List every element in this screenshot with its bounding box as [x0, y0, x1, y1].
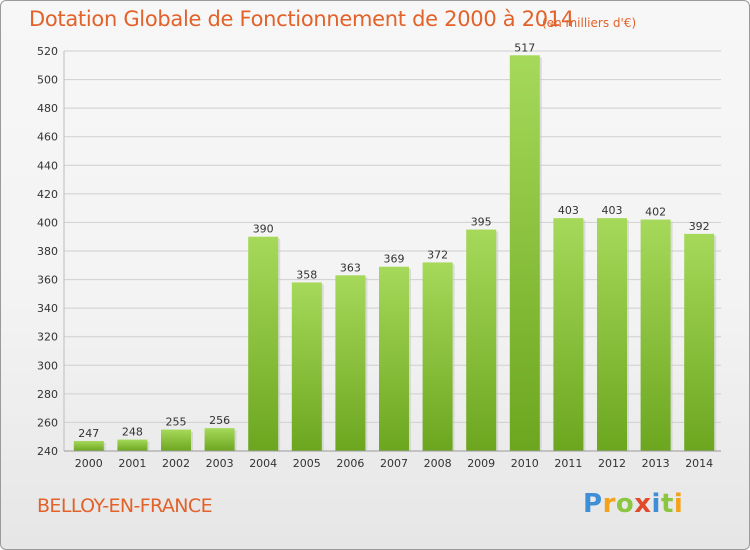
bar-value-label: 363: [340, 261, 361, 274]
logo-letter: r: [602, 489, 616, 519]
bar: [291, 282, 322, 451]
y-tick-label: 480: [37, 102, 58, 115]
logo-letter: P: [583, 489, 603, 519]
x-tick-label: 2012: [598, 457, 626, 470]
bar: [684, 233, 715, 451]
bar-value-label: 517: [514, 41, 535, 54]
bar-value-label: 247: [78, 427, 99, 440]
y-axis: 240 260 280 300 320 340 360 380 400 420 440 460 480 5…: [37, 45, 65, 458]
x-tick-label: 2011: [554, 457, 582, 470]
bar-value-label: 390: [253, 223, 274, 236]
y-tick-label: 360: [37, 274, 58, 287]
x-tick-label: 2007: [380, 457, 408, 470]
bar-value-label: 372: [427, 248, 448, 261]
x-tick-label: 2001: [118, 457, 146, 470]
x-tick-label: 2008: [424, 457, 452, 470]
bar-value-label: 395: [471, 216, 492, 229]
x-tick-label: 2010: [511, 457, 539, 470]
bar-value-label: 403: [602, 204, 623, 217]
logo-letter: x: [634, 489, 652, 519]
x-tick-label: 2006: [336, 457, 364, 470]
bar-value-label: 392: [689, 220, 710, 233]
commune-name: BELLOY-EN-FRANCE: [37, 495, 213, 517]
y-tick-label: 520: [37, 45, 58, 58]
bar-value-label: 369: [384, 253, 405, 266]
bar: [597, 218, 627, 451]
bar-value-label: 403: [558, 204, 579, 217]
bar: [161, 429, 191, 451]
logo-letter: i: [673, 489, 684, 519]
proxiti-logo[interactable]: Proxiti: [583, 489, 683, 519]
bars: 247 248 255 256 390 358 363 369 372 395 517 403 403 4…: [73, 41, 717, 452]
x-tick-label: 2004: [249, 457, 277, 470]
bar: [553, 218, 584, 451]
y-tick-label: 380: [37, 245, 58, 258]
y-tick-label: 300: [37, 359, 58, 372]
x-axis: 2000 2001 2002 2003 2004 2005 2006 2007 2008 2009…: [64, 450, 721, 470]
x-tick-label: 2014: [685, 457, 713, 470]
bar-value-label: 256: [209, 414, 230, 427]
bar-value-label: 255: [166, 416, 187, 429]
bar-value-label: 358: [296, 268, 317, 281]
y-tick-label: 420: [37, 188, 58, 201]
chart-title: Dotation Globale de Fonctionnement de 20…: [29, 7, 574, 31]
x-tick-label: 2009: [467, 457, 495, 470]
logo-letter: o: [615, 489, 635, 519]
bar: [73, 441, 104, 451]
y-tick-label: 340: [37, 302, 58, 315]
bar-value-label: 402: [645, 206, 666, 219]
y-tick-label: 400: [37, 216, 58, 229]
y-tick-label: 500: [37, 74, 58, 87]
y-tick-label: 260: [37, 416, 58, 429]
bar-value-label: 248: [122, 426, 143, 439]
x-tick-label: 2013: [642, 457, 670, 470]
x-tick-label: 2005: [293, 457, 321, 470]
y-tick-label: 280: [37, 388, 58, 401]
logo-letter: i: [651, 489, 661, 519]
bar: [335, 275, 366, 451]
x-tick-label: 2002: [162, 457, 190, 470]
bar: [117, 439, 148, 451]
y-tick-label: 440: [37, 159, 58, 172]
bar: [248, 236, 279, 451]
x-tick-label: 2000: [75, 457, 103, 470]
y-tick-label: 240: [37, 445, 58, 458]
bar: [509, 55, 540, 452]
bar: [204, 428, 235, 451]
bar: [466, 229, 497, 451]
bar: [379, 266, 409, 451]
bar: [640, 219, 671, 451]
logo-letter: t: [660, 489, 674, 519]
x-tick-label: 2003: [206, 457, 234, 470]
y-tick-label: 320: [37, 331, 58, 344]
y-tick-label: 460: [37, 131, 58, 144]
bar: [422, 262, 453, 451]
chart-unit: (en milliers d'€): [542, 16, 637, 30]
